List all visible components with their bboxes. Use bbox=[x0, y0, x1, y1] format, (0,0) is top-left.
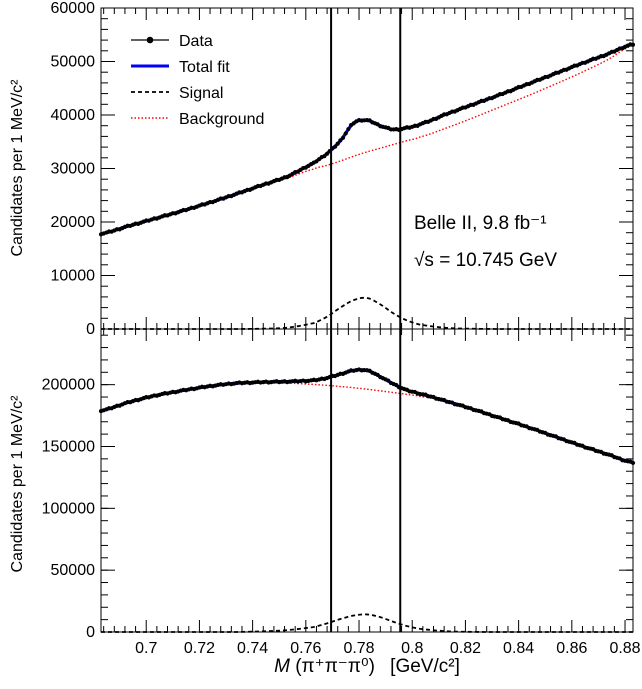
bottom-y-axis-title: Candidates per 1 MeV/c² bbox=[9, 395, 26, 573]
bottom-x-tick-label: 0.72 bbox=[184, 640, 215, 657]
x-axis-title: M (π⁺π⁻π⁰) [GeV/c²] bbox=[274, 656, 460, 677]
top-y-tick-label: 30000 bbox=[51, 161, 96, 178]
legend-label-background: Background bbox=[179, 111, 264, 128]
top-y-tick-label: 0 bbox=[86, 321, 95, 338]
top-data-point bbox=[340, 135, 346, 140]
bottom-plot-area bbox=[98, 367, 636, 633]
bottom-y-tick-label: 0 bbox=[86, 624, 95, 641]
top-data-point bbox=[343, 131, 348, 136]
legend-label-total-fit: Total fit bbox=[179, 59, 230, 76]
top-y-axis-title: Candidates per 1 MeV/c² bbox=[9, 79, 26, 257]
top-data-point bbox=[335, 141, 340, 146]
top-y-tick-label: 10000 bbox=[51, 268, 96, 285]
bottom-y-tick-label: 50000 bbox=[51, 562, 96, 579]
bottom-y-tick-label: 200000 bbox=[42, 377, 95, 394]
bottom-x-tick-label: 0.84 bbox=[503, 640, 534, 657]
legend-marker-data bbox=[146, 36, 154, 44]
bottom-x-tick-label: 0.86 bbox=[556, 640, 587, 657]
bottom-data-point bbox=[386, 378, 391, 383]
energy-label: √s = 10.745 GeV bbox=[414, 250, 557, 271]
experiment-label: Belle II, 9.8 fb⁻¹ bbox=[414, 213, 547, 234]
top-data-point bbox=[338, 138, 343, 143]
x-axis-title-unit: [GeV/c²] bbox=[390, 656, 460, 677]
top-data-point bbox=[630, 42, 636, 47]
legend-entry-signal: Signal bbox=[131, 85, 223, 102]
bottom-x-tick-label: 0.7 bbox=[135, 640, 157, 657]
bottom-total-fit-curve bbox=[100, 368, 634, 465]
top-y-tick-label: 20000 bbox=[51, 214, 96, 231]
top-y-tick-label: 60000 bbox=[51, 0, 96, 17]
legend-label-data: Data bbox=[179, 33, 213, 50]
legend-entry-background: Background bbox=[131, 111, 264, 128]
legend-label-signal: Signal bbox=[179, 85, 223, 102]
bottom-x-tick-label: 0.76 bbox=[290, 640, 321, 657]
bottom-y-tick-label: 150000 bbox=[42, 438, 95, 455]
bottom-x-tick-label: 0.88 bbox=[609, 640, 640, 657]
top-data-point bbox=[325, 151, 330, 156]
bottom-signal-curve bbox=[101, 613, 633, 633]
top-plot-area bbox=[98, 42, 636, 330]
axis-ticks: 0 10000 20000 30000 40000 50000 60000 0 50000 100… bbox=[42, 0, 641, 657]
top-data-point bbox=[346, 126, 351, 132]
legend: Data Total fit Signal Background bbox=[131, 33, 264, 128]
bottom-x-tick-label: 0.8 bbox=[401, 640, 423, 657]
legend-entry-data: Data bbox=[131, 33, 213, 50]
bottom-y-tick-label: 100000 bbox=[42, 500, 95, 517]
top-panel-frame bbox=[100, 7, 634, 330]
top-y-tick-label: 50000 bbox=[51, 54, 96, 71]
bottom-x-tick-label: 0.78 bbox=[343, 640, 374, 657]
bottom-panel-frame bbox=[100, 328, 634, 633]
bottom-x-tick-label: 0.82 bbox=[450, 640, 481, 657]
legend-entry-total-fit: Total fit bbox=[131, 59, 230, 76]
bottom-x-tick-label: 0.74 bbox=[237, 640, 268, 657]
top-data-points bbox=[98, 42, 636, 237]
top-data-point bbox=[322, 154, 327, 159]
top-data-point bbox=[332, 144, 338, 149]
top-signal-curve bbox=[101, 296, 633, 330]
x-axis-title-formula: (π⁺π⁻π⁰) bbox=[295, 656, 375, 677]
x-axis-title-variable: M bbox=[274, 656, 290, 677]
top-y-tick-label: 40000 bbox=[51, 107, 96, 124]
bottom-data-points bbox=[98, 367, 636, 466]
bottom-data-point bbox=[630, 460, 636, 466]
mass-window-lines bbox=[330, 8, 402, 632]
bottom-background-curve bbox=[100, 382, 634, 464]
